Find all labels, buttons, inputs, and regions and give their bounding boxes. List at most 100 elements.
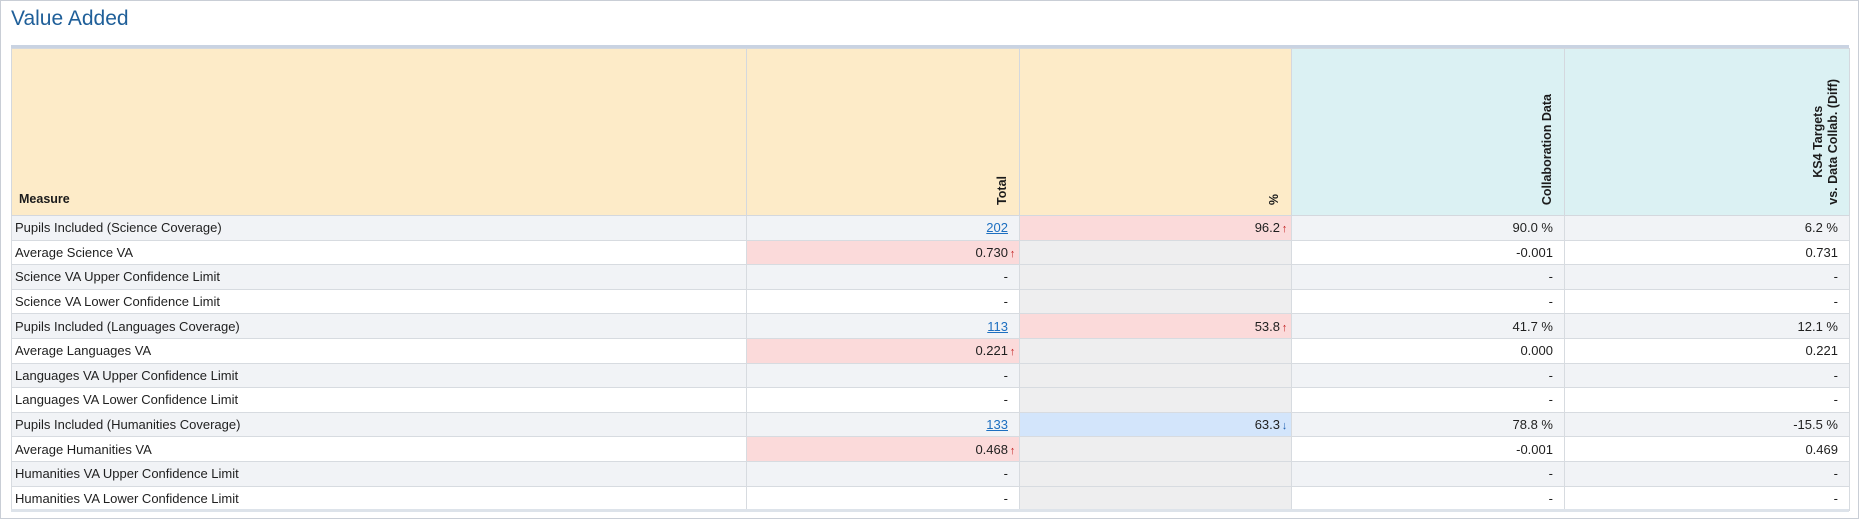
total-value: 0.221 — [975, 343, 1008, 359]
total-cell: - — [746, 460, 1020, 487]
measure-cell: Languages VA Upper Confidence Limit — [11, 362, 747, 389]
header-collaboration-data[interactable]: Collaboration Data — [1291, 48, 1565, 216]
header-targets-diff[interactable]: KS4 Targets vs. Data Collab. (Diff) — [1564, 48, 1850, 216]
header-diff-line1: KS4 Targets — [1811, 106, 1825, 179]
table-body: Pupils Included (Science Coverage) 202 96.… — [11, 215, 1850, 512]
header-row: Measure Total % Collaboration Data KS4 T… — [11, 48, 1850, 216]
table-row: Pupils Included (Science Coverage) 202 96.… — [11, 215, 1850, 241]
collaboration-cell: 78.8 % — [1291, 411, 1565, 438]
percent-cell — [1019, 460, 1292, 487]
total-cell: - — [746, 387, 1020, 413]
diff-cell: 12.1 % — [1564, 313, 1850, 339]
percent-cell — [1019, 387, 1292, 413]
value-added-table: Measure Total % Collaboration Data KS4 T… — [11, 48, 1850, 512]
percent-value: 53.8 — [1254, 318, 1280, 334]
total-cell: - — [746, 264, 1020, 290]
diff-cell: 0.731 — [1564, 239, 1850, 266]
diff-cell: - — [1564, 264, 1850, 290]
percent-cell — [1019, 337, 1292, 364]
diff-cell: 0.221 — [1564, 337, 1850, 364]
collaboration-cell: 90.0 % — [1291, 215, 1565, 241]
table-row: Languages VA Lower Confidence Limit - - - — [11, 387, 1850, 413]
total-link[interactable]: 202 — [986, 220, 1008, 236]
percent-cell: 96.2 ↑ — [1019, 215, 1292, 241]
percent-cell: 63.3 ↓ — [1019, 411, 1292, 438]
header-targets-diff-label: KS4 Targets vs. Data Collab. (Diff) — [1811, 79, 1841, 205]
table-row: Average Science VA 0.730 ↑ -0.001 0.731 — [11, 239, 1850, 266]
collaboration-cell: -0.001 — [1291, 239, 1565, 266]
total-cell: 0.468 ↑ — [746, 436, 1020, 462]
collaboration-cell: -0.001 — [1291, 436, 1565, 462]
total-cell: - — [746, 362, 1020, 389]
measure-cell: Humanities VA Lower Confidence Limit — [11, 485, 747, 512]
table-top-border — [11, 45, 1849, 48]
arrow-up-icon: ↑ — [1009, 346, 1016, 359]
total-cell[interactable]: 113 — [746, 313, 1020, 339]
measure-cell: Pupils Included (Languages Coverage) — [11, 313, 747, 339]
percent-value: 63.3 — [1254, 417, 1280, 433]
collaboration-cell: - — [1291, 387, 1565, 413]
table-row: Science VA Upper Confidence Limit - - - — [11, 264, 1850, 290]
diff-cell: -15.5 % — [1564, 411, 1850, 438]
arrow-up-icon: ↑ — [1281, 321, 1288, 334]
diff-cell: - — [1564, 387, 1850, 413]
arrow-up-icon: ↑ — [1009, 444, 1016, 457]
collaboration-cell: - — [1291, 362, 1565, 389]
percent-cell — [1019, 436, 1292, 462]
diff-cell: - — [1564, 485, 1850, 512]
percent-cell — [1019, 239, 1292, 266]
total-link[interactable]: 133 — [986, 417, 1008, 433]
total-value: 0.468 — [975, 441, 1008, 457]
table-row: Humanities VA Lower Confidence Limit - - - — [11, 485, 1850, 512]
percent-cell — [1019, 288, 1292, 315]
diff-cell: 0.469 — [1564, 436, 1850, 462]
diff-cell: - — [1564, 362, 1850, 389]
percent-value: 96.2 — [1254, 220, 1280, 236]
header-diff-line2: vs. Data Collab. (Diff) — [1826, 79, 1840, 205]
total-cell[interactable]: 133 — [746, 411, 1020, 438]
header-measure[interactable]: Measure — [11, 48, 747, 216]
total-cell: 0.730 ↑ — [746, 239, 1020, 266]
table-row: Languages VA Upper Confidence Limit - - - — [11, 362, 1850, 389]
arrow-down-icon: ↓ — [1281, 420, 1288, 433]
table-row: Humanities VA Upper Confidence Limit - - - — [11, 460, 1850, 487]
arrow-up-icon: ↑ — [1009, 247, 1016, 260]
measure-cell: Pupils Included (Humanities Coverage) — [11, 411, 747, 438]
header-total-label: Total — [995, 176, 1009, 205]
total-cell: - — [746, 288, 1020, 315]
diff-cell: 6.2 % — [1564, 215, 1850, 241]
table-row: Pupils Included (Languages Coverage) 113 5… — [11, 313, 1850, 339]
collaboration-cell: - — [1291, 460, 1565, 487]
percent-cell — [1019, 362, 1292, 389]
header-collaboration-label: Collaboration Data — [1540, 93, 1554, 205]
table-row: Pupils Included (Humanities Coverage) 133… — [11, 411, 1850, 438]
measure-cell: Average Science VA — [11, 239, 747, 266]
measure-cell: Pupils Included (Science Coverage) — [11, 215, 747, 241]
diff-cell: - — [1564, 288, 1850, 315]
header-percent[interactable]: % — [1019, 48, 1292, 216]
measure-cell: Science VA Upper Confidence Limit — [11, 264, 747, 290]
measure-cell: Average Humanities VA — [11, 436, 747, 462]
percent-cell: 53.8 ↑ — [1019, 313, 1292, 339]
percent-cell — [1019, 485, 1292, 512]
panel-title: Value Added — [11, 7, 129, 30]
collaboration-cell: - — [1291, 485, 1565, 512]
total-cell: - — [746, 485, 1020, 512]
total-cell[interactable]: 202 — [746, 215, 1020, 241]
total-cell: 0.221 ↑ — [746, 337, 1020, 364]
diff-cell: - — [1564, 460, 1850, 487]
collaboration-cell: - — [1291, 264, 1565, 290]
table-row: Science VA Lower Confidence Limit - - - — [11, 288, 1850, 315]
table-bottom-border — [11, 509, 1849, 512]
table-row: Average Humanities VA 0.468 ↑ -0.001 0.469 — [11, 436, 1850, 462]
total-value: 0.730 — [975, 244, 1008, 260]
table-row: Average Languages VA 0.221 ↑ 0.000 0.221 — [11, 337, 1850, 364]
header-total[interactable]: Total — [746, 48, 1020, 216]
collaboration-cell: - — [1291, 288, 1565, 315]
collaboration-cell: 0.000 — [1291, 337, 1565, 364]
measure-cell: Languages VA Lower Confidence Limit — [11, 387, 747, 413]
total-link[interactable]: 113 — [987, 318, 1008, 334]
percent-cell — [1019, 264, 1292, 290]
header-measure-label: Measure — [19, 192, 70, 206]
measure-cell: Humanities VA Upper Confidence Limit — [11, 460, 747, 487]
